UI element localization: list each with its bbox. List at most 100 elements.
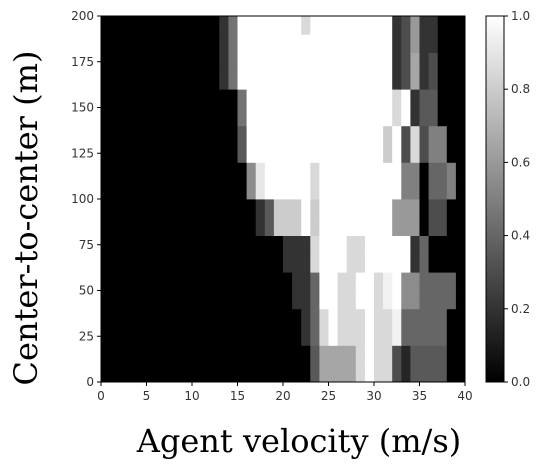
- heatmap-cell: [446, 144, 457, 163]
- heatmap-cell: [119, 70, 129, 90]
- x-tick-label: 15: [230, 389, 245, 403]
- heatmap-cells: [101, 16, 466, 383]
- heatmap-cell: [237, 308, 247, 328]
- heatmap-cell: [110, 125, 120, 145]
- heatmap-cell: [383, 308, 393, 328]
- heatmap-cell: [428, 162, 439, 182]
- heatmap-cell: [346, 70, 357, 90]
- heatmap-cell: [364, 52, 375, 72]
- heatmap-cell: [292, 290, 302, 310]
- heatmap-cell: [182, 125, 193, 145]
- heatmap-cell: [173, 16, 184, 35]
- y-tick-label: 50: [79, 284, 94, 298]
- heatmap-cell: [383, 107, 393, 127]
- heatmap-cell: [446, 272, 457, 291]
- heatmap-cell: [128, 363, 138, 383]
- heatmap-cell: [182, 253, 193, 273]
- heatmap-cell: [155, 52, 166, 72]
- heatmap-cell: [228, 125, 238, 145]
- heatmap-cell: [392, 180, 402, 200]
- heatmap-cell: [310, 16, 320, 35]
- heatmap-cell: [355, 144, 366, 163]
- heatmap-cell: [328, 89, 338, 108]
- heatmap-cell: [164, 107, 175, 127]
- heatmap-cell: [319, 308, 329, 328]
- heatmap-cell: [219, 308, 229, 328]
- heatmap-cell: [146, 70, 156, 90]
- heatmap-cell: [246, 89, 257, 108]
- x-tick-label: 25: [321, 389, 336, 403]
- heatmap-cell: [110, 253, 120, 273]
- heatmap-cell: [101, 363, 111, 383]
- heatmap-cell: [310, 34, 320, 53]
- heatmap-cell: [210, 272, 220, 291]
- heatmap-cell: [428, 89, 439, 108]
- heatmap-cell: [328, 235, 338, 255]
- heatmap-cell: [173, 327, 184, 346]
- heatmap-cell: [292, 125, 302, 145]
- heatmap-cell: [383, 180, 393, 200]
- heatmap-cell: [310, 235, 320, 255]
- heatmap-cell: [364, 16, 375, 35]
- heatmap-cell: [182, 290, 193, 310]
- heatmap-cell: [437, 180, 448, 200]
- heatmap-cell: [119, 199, 129, 218]
- heatmap-cell: [119, 253, 129, 273]
- heatmap-cell: [419, 199, 429, 218]
- heatmap-cell: [128, 70, 138, 90]
- heatmap-cell: [319, 290, 329, 310]
- heatmap-cell: [155, 272, 166, 291]
- heatmap-cell: [110, 34, 120, 53]
- heatmap-cell: [364, 199, 375, 218]
- heatmap-cell: [410, 272, 420, 291]
- x-tick-label: 0: [97, 389, 105, 403]
- heatmap-cell: [219, 144, 229, 163]
- heatmap-cell: [401, 290, 411, 310]
- heatmap-cell: [119, 235, 129, 255]
- y-tick-label: 175: [71, 55, 94, 69]
- heatmap-cell: [219, 125, 229, 145]
- heatmap-cell: [173, 199, 184, 218]
- heatmap-cell: [410, 308, 420, 328]
- heatmap-cell: [264, 199, 275, 218]
- colorbar-tick-label: 0.4: [511, 229, 530, 243]
- heatmap-cell: [264, 107, 275, 127]
- heatmap-cell: [119, 144, 129, 163]
- heatmap-cell: [101, 345, 111, 365]
- heatmap-cell: [101, 253, 111, 273]
- heatmap-cell: [101, 162, 111, 182]
- heatmap-cell: [255, 290, 266, 310]
- heatmap-cell: [455, 327, 466, 346]
- heatmap-cell: [192, 107, 202, 127]
- heatmap-cell: [210, 52, 220, 72]
- heatmap-cell: [419, 52, 429, 72]
- heatmap-cell: [237, 235, 247, 255]
- heatmap-cell: [283, 308, 293, 328]
- heatmap-cell: [364, 327, 375, 346]
- heatmap-cell: [337, 253, 348, 273]
- heatmap-cell: [383, 125, 393, 145]
- heatmap-cell: [410, 16, 420, 35]
- heatmap-cell: [192, 199, 202, 218]
- heatmap-cell: [110, 345, 120, 365]
- heatmap-cell: [283, 162, 293, 182]
- heatmap-cell: [246, 217, 257, 236]
- heatmap-cell: [255, 34, 266, 53]
- heatmap-cell: [355, 235, 366, 255]
- heatmap-cell: [110, 199, 120, 218]
- heatmap-cell: [155, 363, 166, 383]
- heatmap-cell: [437, 272, 448, 291]
- heatmap-cell: [128, 107, 138, 127]
- heatmap-cell: [455, 107, 466, 127]
- heatmap-cell: [446, 89, 457, 108]
- heatmap-cell: [419, 16, 429, 35]
- heatmap-cell: [173, 107, 184, 127]
- heatmap-cell: [419, 125, 429, 145]
- y-tick-label: 0: [86, 375, 94, 389]
- heatmap-cell: [164, 16, 175, 35]
- heatmap-cell: [128, 217, 138, 236]
- heatmap-cell: [255, 89, 266, 108]
- heatmap-cell: [428, 308, 439, 328]
- heatmap-cell: [119, 89, 129, 108]
- heatmap-cell: [455, 180, 466, 200]
